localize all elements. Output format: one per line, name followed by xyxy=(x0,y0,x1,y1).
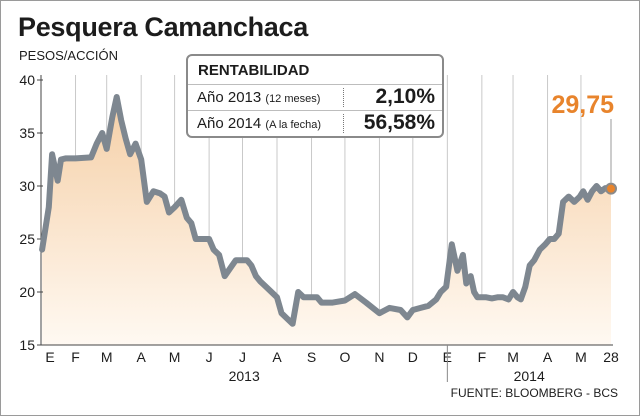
y-tick-label: 25 xyxy=(19,231,35,247)
last-price-label: 29,75 xyxy=(551,91,614,119)
chart-title: Pesquera Camanchaca xyxy=(18,12,308,42)
x-tick-label: D xyxy=(408,349,418,365)
y-axis-label: PESOS/ACCIÓN xyxy=(19,48,118,63)
rentabilidad-row-value: 2,10% xyxy=(375,85,435,108)
x-tick-label: A xyxy=(137,349,147,365)
x-tick-label: M xyxy=(507,349,519,365)
x-tick-label: E xyxy=(45,349,54,365)
rentabilidad-row-label: Año 2013 (12 meses) xyxy=(197,89,321,106)
x-tick-label: M xyxy=(101,349,113,365)
x-tick-label: N xyxy=(374,349,384,365)
x-tick-label: M xyxy=(575,349,587,365)
y-tick-label: 15 xyxy=(19,337,35,353)
x-tick-label: F xyxy=(71,349,80,365)
y-tick-label: 35 xyxy=(19,125,35,141)
last-price-marker xyxy=(605,182,617,195)
x-tick-label: A xyxy=(272,349,282,365)
x-tick-label: F xyxy=(478,349,487,365)
y-tick-label: 40 xyxy=(19,72,35,88)
x-tick-label: J xyxy=(239,349,246,365)
rentabilidad-row-divider xyxy=(343,114,344,133)
x-tick-label: S xyxy=(307,349,316,365)
source-note: FUENTE: BLOOMBERG - BCS xyxy=(450,386,618,400)
rentabilidad-row-divider xyxy=(343,88,344,107)
rentabilidad-title: RENTABILIDAD xyxy=(198,62,310,79)
year-label: 2014 xyxy=(514,368,545,384)
rentabilidad-row-value: 56,58% xyxy=(363,111,435,134)
price-line xyxy=(39,94,614,327)
rentabilidad-row: Año 2013 (12 meses) 2,10% xyxy=(188,84,442,110)
y-tick-label: 30 xyxy=(19,178,35,194)
rentabilidad-row-label: Año 2014 (A la fecha) xyxy=(197,115,322,132)
x-tick-label: O xyxy=(339,349,350,365)
x-tick-label: A xyxy=(543,349,553,365)
x-tick-label: M xyxy=(169,349,181,365)
rentabilidad-box: RENTABILIDAD Año 2013 (12 meses) 2,10% A… xyxy=(186,54,444,138)
year-label: 2013 xyxy=(229,368,260,384)
y-tick-label: 20 xyxy=(19,284,35,300)
rentabilidad-row: Año 2014 (A la fecha) 56,58% xyxy=(188,110,442,136)
x-tick-label: 28 xyxy=(603,349,619,365)
x-tick-label: J xyxy=(206,349,213,365)
